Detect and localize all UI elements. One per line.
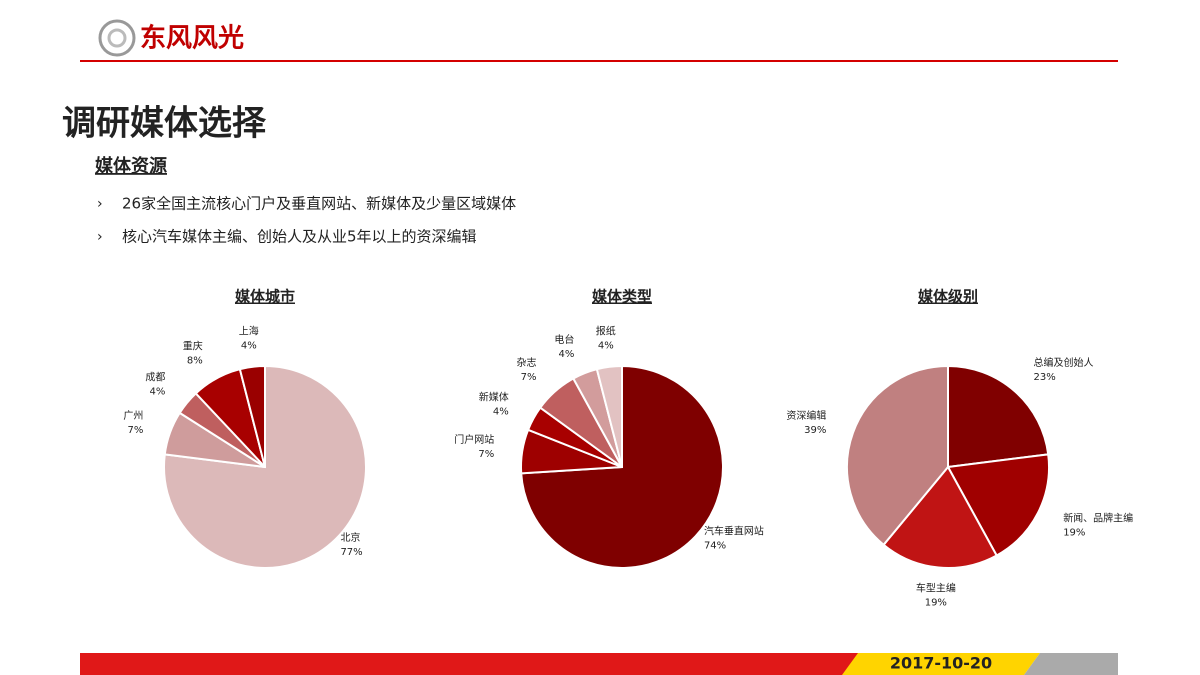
slice-label: 成都 xyxy=(145,372,165,384)
slice-value: 7% xyxy=(521,372,537,383)
slice-label: 车型主编 xyxy=(916,582,956,595)
slice-value: 19% xyxy=(1063,528,1085,539)
pie-slice xyxy=(882,465,999,569)
logo-text: 东风风光 xyxy=(140,23,244,54)
chart-title: 媒体级别 xyxy=(918,288,978,306)
section-heading: 媒体资源 xyxy=(95,155,167,177)
slice-value: 4% xyxy=(493,407,509,418)
logo-emblem xyxy=(98,19,136,57)
slice-label: 上海 xyxy=(239,325,259,338)
slice-label: 新闻、品牌主编 xyxy=(1063,512,1133,525)
slice-label: 新媒体 xyxy=(479,391,509,404)
slice-value: 8% xyxy=(187,356,203,367)
bullet: 核心汽车媒体主编、创始人及从业5年以上的资深编辑 xyxy=(122,228,477,246)
chart-title: 媒体类型 xyxy=(592,288,652,306)
bullet: 26家全国主流核心门户及垂直网站、新媒体及少量区域媒体 xyxy=(122,195,516,213)
pie-slice xyxy=(595,364,623,468)
chart-title: 媒体城市 xyxy=(235,288,295,306)
slice-label: 汽车垂直网站 xyxy=(704,525,764,538)
slice-label: 重庆 xyxy=(183,340,203,353)
slice-label: 杂志 xyxy=(517,356,537,369)
slice-label: 总编及创始人 xyxy=(1033,356,1093,369)
slice-value: 23% xyxy=(1033,372,1055,383)
slice-value: 4% xyxy=(241,341,257,352)
pie-slice xyxy=(846,364,949,547)
slice-label: 北京 xyxy=(340,531,360,544)
date: 2017-10-20 xyxy=(890,654,992,673)
footer-gray xyxy=(1024,653,1118,675)
slice-label: 门户网站 xyxy=(454,433,494,446)
slice-value: 7% xyxy=(127,425,143,436)
slice-value: 77% xyxy=(340,547,362,558)
slice-label: 报纸 xyxy=(596,325,616,338)
pie-slice xyxy=(238,364,266,468)
slice-value: 4% xyxy=(598,341,614,352)
logo-emblem-inner xyxy=(107,28,127,48)
slice-label: 广州 xyxy=(123,410,143,422)
slice-value: 7% xyxy=(478,449,494,460)
slice-label: 资深编辑 xyxy=(786,409,826,422)
bullet-marker: › xyxy=(97,229,103,245)
slide-title: 调研媒体选择 xyxy=(62,104,267,144)
slice-label: 电台 xyxy=(554,333,574,346)
slice-value: 19% xyxy=(925,598,947,609)
slice-value: 4% xyxy=(150,387,166,398)
slice-value: 39% xyxy=(804,425,826,436)
pie-slice xyxy=(947,364,1050,469)
bullet-marker: › xyxy=(97,196,103,212)
footer-band xyxy=(80,653,870,675)
slice-value: 74% xyxy=(704,541,726,552)
pie-slice xyxy=(946,453,1050,557)
footer-date-box xyxy=(842,653,1040,675)
slice-value: 4% xyxy=(559,349,575,360)
